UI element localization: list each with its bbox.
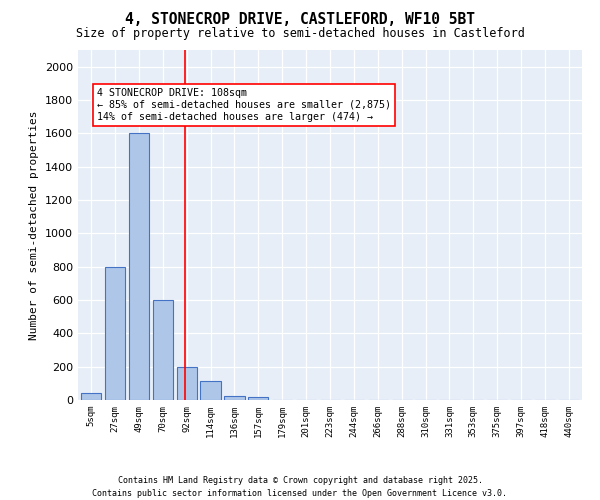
Text: Contains HM Land Registry data © Crown copyright and database right 2025.: Contains HM Land Registry data © Crown c…: [118, 476, 482, 485]
Text: 4, STONECROP DRIVE, CASTLEFORD, WF10 5BT: 4, STONECROP DRIVE, CASTLEFORD, WF10 5BT: [125, 12, 475, 28]
Bar: [200, 381, 221, 400]
Bar: [176, 366, 197, 400]
Text: 4 STONECROP DRIVE: 108sqm
← 85% of semi-detached houses are smaller (2,875)
14% : 4 STONECROP DRIVE: 108sqm ← 85% of semi-…: [97, 88, 391, 122]
Text: Contains public sector information licensed under the Open Government Licence v3: Contains public sector information licen…: [92, 488, 508, 498]
Bar: [81, 394, 101, 400]
Y-axis label: Number of semi-detached properties: Number of semi-detached properties: [29, 110, 40, 340]
Bar: [129, 134, 149, 400]
Bar: [105, 266, 125, 400]
Text: Size of property relative to semi-detached houses in Castleford: Size of property relative to semi-detach…: [76, 28, 524, 40]
Bar: [224, 396, 245, 400]
Bar: [152, 300, 173, 400]
Bar: [248, 396, 268, 400]
